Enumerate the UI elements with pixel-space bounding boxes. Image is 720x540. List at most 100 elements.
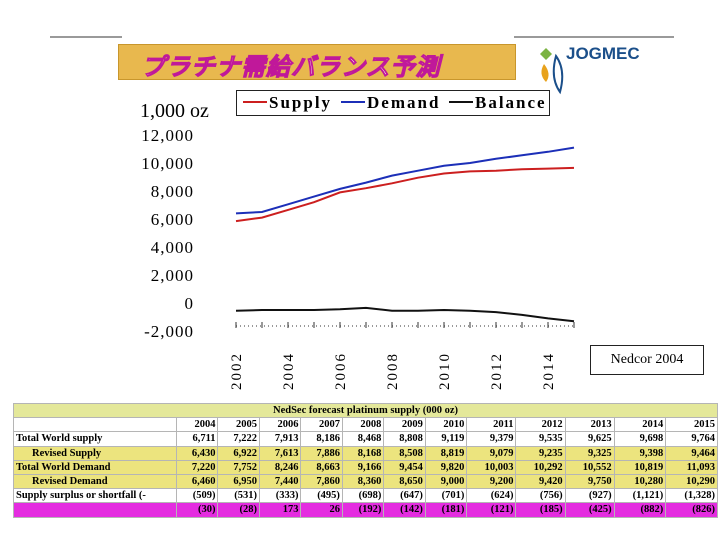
forecast-table: NedSec forecast platinum supply (000 oz)…: [13, 402, 718, 518]
table-row-label: Revised Supply: [13, 445, 177, 461]
table-cell: (826): [665, 502, 718, 518]
table-cell: (531): [217, 488, 260, 504]
table-cell: 9,166: [341, 459, 385, 475]
page-title: プラチナ需給バランス予測: [141, 53, 441, 82]
legend-label-balance: Balance: [475, 93, 547, 112]
table-cell: (30): [175, 502, 219, 518]
table-cell: 7,613: [258, 445, 302, 461]
table-row: Total World Demand 7,220 7,752 8,246 8,663 9,…: [13, 459, 718, 475]
table-header-year: 2012: [515, 417, 566, 433]
table-cell: 173: [258, 502, 302, 518]
table-cell: (333): [258, 488, 302, 504]
table-cell: 8,360: [341, 473, 385, 490]
y-tick-label: 0: [185, 294, 195, 313]
table-cell: 9,235: [515, 445, 566, 461]
table-header-year: 2007: [300, 417, 343, 433]
top-rule-right: [514, 36, 674, 38]
table-cell: 6,922: [217, 445, 260, 461]
table-cell: (624): [466, 488, 517, 504]
table-cell: 10,003: [466, 459, 517, 475]
y-tick-label: 12,000: [141, 126, 194, 145]
table-row-label: Supply surplus or shortfall (-: [13, 488, 177, 504]
table-cell: 6,950: [217, 473, 260, 490]
table-cell: 9,750: [564, 473, 615, 490]
table-cell: 26: [300, 502, 343, 518]
x-tick-label: 2002: [229, 352, 245, 390]
table-cell: (181): [424, 502, 468, 518]
table-cell: 7,752: [217, 459, 260, 475]
table-header-year: 2008: [341, 417, 385, 433]
table-cell: 8,650: [383, 473, 426, 490]
table-cell: 9,535: [515, 431, 566, 447]
table-cell: 9,398: [613, 445, 667, 461]
table-cell: 9,454: [383, 459, 426, 475]
table-cell: 9,625: [564, 431, 615, 447]
table-cell: 6,430: [175, 445, 219, 461]
table-cell: 8,468: [341, 431, 385, 447]
table-cell: 10,552: [564, 459, 615, 475]
table-cell: 9,420: [515, 473, 566, 490]
table-cell: 9,820: [424, 459, 468, 475]
table-cell: 6,460: [175, 473, 219, 490]
table-cell: 10,280: [613, 473, 667, 490]
table-cell: 9,079: [466, 445, 517, 461]
forecast-table-container: NedSec forecast platinum supply (000 oz)…: [13, 402, 718, 521]
table-cell: (425): [564, 502, 615, 518]
table-row-label: Total World supply: [13, 431, 177, 447]
table-cell: 10,819: [613, 459, 667, 475]
legend-swatch-balance: [449, 101, 473, 103]
table-header-year: 2006: [258, 417, 302, 433]
table-cell: (28): [217, 502, 260, 518]
table-cell: 9,698: [613, 431, 667, 447]
table-cell: 7,222: [217, 431, 260, 447]
table-cell: 9,325: [564, 445, 615, 461]
table-cell: 7,860: [300, 473, 343, 490]
table-cell: 9,379: [466, 431, 517, 447]
table-row: Revised Demand 6,460 6,950 7,440 7,860 8,360 8…: [13, 473, 718, 490]
y-tick-label: 10,000: [141, 154, 194, 173]
y-tick-label: -2,000: [144, 322, 194, 341]
table-header-year: 2004: [175, 417, 219, 433]
series-line-balance: [235, 306, 575, 323]
table-cell: 9,464: [665, 445, 718, 461]
table-cell: 10,290: [665, 473, 718, 490]
table-header-year: 2005: [217, 417, 260, 433]
table-header-year: 2009: [383, 417, 426, 433]
table-cell: 8,508: [383, 445, 426, 461]
table-cell: 9,200: [466, 473, 517, 490]
table-header-year: 2011: [466, 417, 517, 433]
table-cell: 7,220: [175, 459, 219, 475]
x-tick-label: 2010: [437, 352, 453, 390]
table-header-row: 2004 2005 2006 2007 2008 2009 2010 2011 2012 2013…: [13, 417, 718, 433]
x-tick-label: 2014: [541, 352, 557, 390]
line-chart: 12,00010,0008,0006,0004,0002,0000-2,000 …: [141, 126, 575, 390]
table-cell: (142): [383, 502, 426, 518]
table-cell: 11,093: [665, 459, 718, 475]
table-row: Revised Supply 6,430 6,922 7,613 7,886 8,168 8…: [13, 445, 718, 461]
chart-legend: Supply Demand Balance: [236, 90, 550, 116]
table-cell: (1,121): [613, 488, 667, 504]
table-header-year: 2014: [613, 417, 667, 433]
series-line-supply: [235, 166, 575, 223]
table-row-label: Revised Demand: [13, 473, 177, 490]
table-cell: 7,886: [300, 445, 343, 461]
table-cell: (495): [300, 488, 343, 504]
table-row: Total World supply 6,711 7,222 7,913 8,186 8,…: [13, 431, 718, 447]
table-row: (30) (28) 173 26 (192) (142) (181) (121) (185) (4…: [13, 502, 718, 518]
table-cell: (1,328): [665, 488, 718, 504]
table-row-label: [13, 502, 177, 518]
table-cell: (185): [515, 502, 566, 518]
table-cell: (882): [613, 502, 667, 518]
x-tick-label: 2012: [489, 352, 505, 390]
table-cell: (698): [341, 488, 385, 504]
table-cell: 8,186: [300, 431, 343, 447]
table-cell: 8,246: [258, 459, 302, 475]
series-lines: [235, 146, 575, 323]
table-header-year: 2013: [564, 417, 615, 433]
title-banner: プラチナ需給バランス予測: [118, 44, 516, 82]
x-tick-label: 2004: [281, 352, 297, 390]
table-cell: (509): [175, 488, 219, 504]
table-cell: 7,913: [258, 431, 302, 447]
table-header-year: 2010: [424, 417, 468, 433]
table-cell: (756): [515, 488, 566, 504]
